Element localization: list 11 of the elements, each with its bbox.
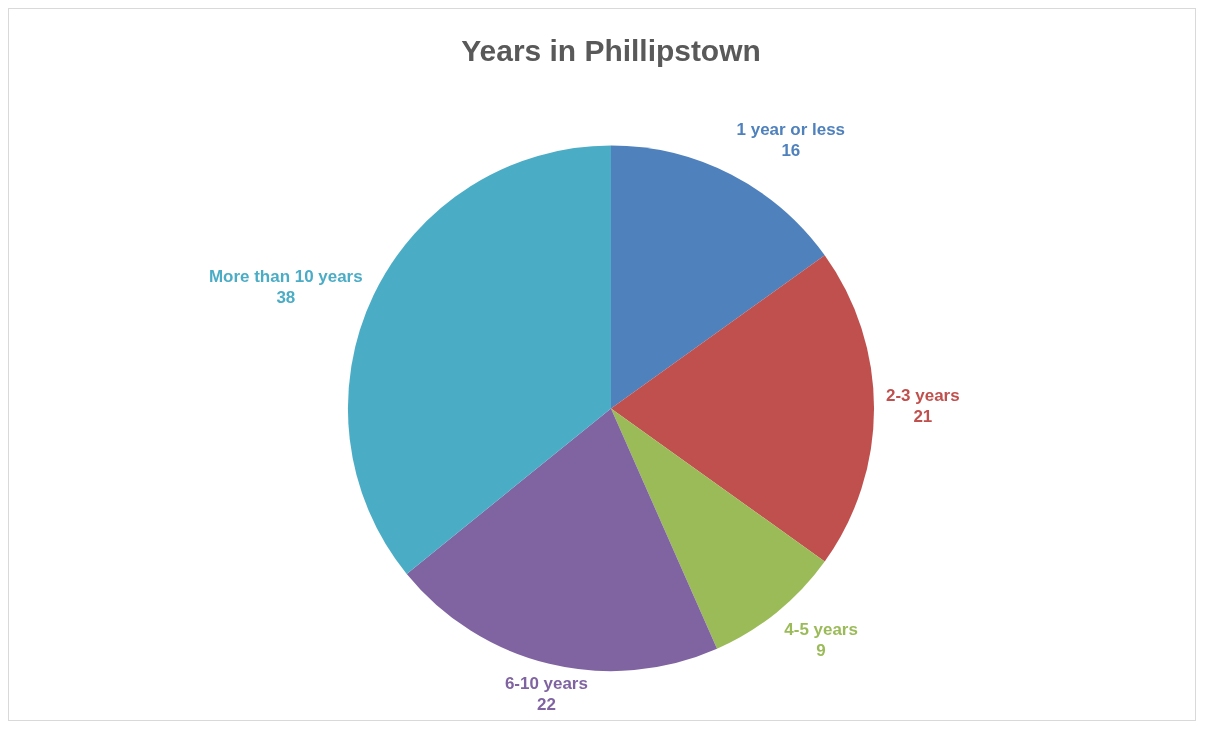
slice-label: More than 10 years bbox=[208, 267, 363, 287]
chart-title: Years in Phillipstown bbox=[461, 34, 761, 68]
data-label: 21 bbox=[913, 406, 933, 426]
slice-label: 2-3 years bbox=[886, 385, 960, 405]
slice-label: 4-5 years bbox=[784, 619, 858, 639]
data-label: 22 bbox=[536, 694, 556, 714]
data-label: 9 bbox=[816, 640, 826, 660]
data-label: 38 bbox=[276, 288, 296, 308]
slice-label: 6-10 years bbox=[504, 673, 588, 693]
slice-label: 1 year or less bbox=[736, 120, 846, 140]
data-label: 16 bbox=[781, 141, 801, 161]
